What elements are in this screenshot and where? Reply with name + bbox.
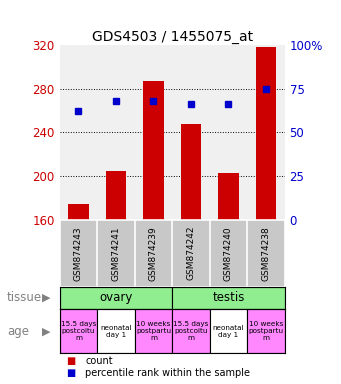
Bar <box>60 309 97 353</box>
Bar <box>97 309 135 353</box>
Text: GSM874239: GSM874239 <box>149 226 158 281</box>
Text: ■: ■ <box>66 367 76 377</box>
Text: 15.5 days
postcoitu
m: 15.5 days postcoitu m <box>173 321 209 341</box>
Title: GDS4503 / 1455075_at: GDS4503 / 1455075_at <box>92 30 253 44</box>
Bar <box>143 81 164 220</box>
Text: percentile rank within the sample: percentile rank within the sample <box>85 367 250 377</box>
Bar <box>218 173 239 220</box>
Text: ▶: ▶ <box>42 293 50 303</box>
Text: neonatal
day 1: neonatal day 1 <box>100 325 132 338</box>
Bar <box>256 47 276 220</box>
Bar <box>106 170 126 220</box>
Bar <box>210 309 247 353</box>
Bar <box>181 124 201 220</box>
Text: age: age <box>7 325 29 338</box>
Text: testis: testis <box>212 291 244 305</box>
Bar <box>247 309 285 353</box>
Text: GSM874238: GSM874238 <box>262 226 270 281</box>
Text: GSM874242: GSM874242 <box>187 226 195 280</box>
Bar <box>172 309 210 353</box>
Bar <box>68 204 89 220</box>
Bar <box>172 287 285 309</box>
Text: 10 weeks
postpartu
m: 10 weeks postpartu m <box>248 321 284 341</box>
Text: ovary: ovary <box>99 291 133 305</box>
Bar <box>60 287 172 309</box>
Text: count: count <box>85 356 113 366</box>
Text: GSM874240: GSM874240 <box>224 226 233 281</box>
Text: GSM874243: GSM874243 <box>74 226 83 281</box>
Text: tissue: tissue <box>7 291 42 305</box>
Text: GSM874241: GSM874241 <box>112 226 120 281</box>
Text: ▶: ▶ <box>42 326 50 336</box>
Text: ■: ■ <box>66 356 76 366</box>
Text: neonatal
day 1: neonatal day 1 <box>213 325 244 338</box>
Text: 10 weeks
postpartu
m: 10 weeks postpartu m <box>136 321 171 341</box>
Bar <box>135 309 172 353</box>
Text: 15.5 days
postcoitu
m: 15.5 days postcoitu m <box>61 321 96 341</box>
